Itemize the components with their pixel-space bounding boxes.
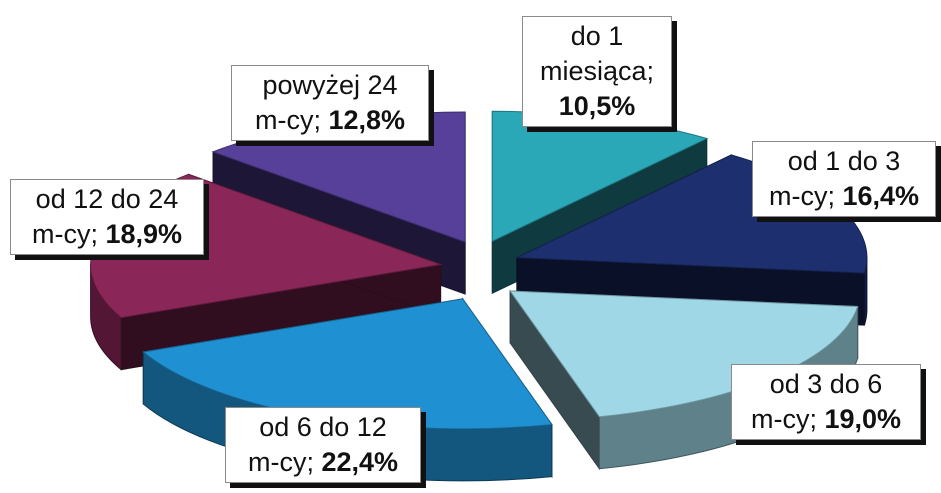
slice-label-3-line2: m-cy; <box>247 447 314 477</box>
slice-label-3: od 6 do 12 m-cy; 22,4% <box>225 407 421 483</box>
slice-label-0-line1: do 1 <box>570 21 624 51</box>
slice-label-2-value: 19,0% <box>824 404 902 434</box>
slice-label-5-line2: m-cy; <box>254 105 321 135</box>
slice-label-0: do 1 miesiąca; 10,5% <box>522 16 672 127</box>
slice-label-1-line2: m-cy; <box>768 181 835 211</box>
pie-slice-2 <box>509 289 859 471</box>
slice-label-5: powyżej 24 m-cy; 12,8% <box>231 65 429 141</box>
slice-label-3-line1: od 6 do 12 <box>259 412 387 442</box>
slice-label-2-line1: od 3 do 6 <box>769 369 883 399</box>
slice-label-1-line1: od 1 do 3 <box>787 146 901 176</box>
slice-label-4-value: 18,9% <box>105 219 183 249</box>
slice-label-0-line2: miesiąca; <box>539 56 655 86</box>
slice-label-5-value: 12,8% <box>328 105 406 135</box>
slice-label-1-value: 16,4% <box>842 181 920 211</box>
slice-label-4: od 12 do 24 m-cy; 18,9% <box>10 179 204 255</box>
slice-label-5-line1: powyżej 24 <box>262 70 398 100</box>
slice-label-4-line2: m-cy; <box>31 219 98 249</box>
slice-label-3-value: 22,4% <box>321 447 399 477</box>
slice-label-4-line1: od 12 do 24 <box>35 184 179 214</box>
slice-label-1: od 1 do 3 m-cy; 16,4% <box>752 141 936 217</box>
slice-label-0-value: 10,5% <box>558 91 636 121</box>
slice-label-2-line2: m-cy; <box>750 404 817 434</box>
slice-label-2: od 3 do 6 m-cy; 19,0% <box>731 364 921 440</box>
